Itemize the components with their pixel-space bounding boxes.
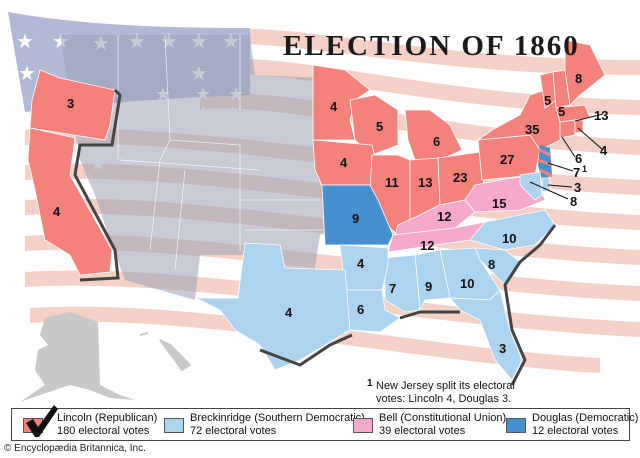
svg-text:★: ★ bbox=[228, 84, 244, 105]
breckinridge-label: Breckinridge (Southern Democratic) bbox=[190, 412, 365, 424]
new-jersey-footnote: 1 New Jersey split its electoral votes: … bbox=[367, 378, 515, 406]
territory-borders bbox=[117, 34, 335, 271]
hawaii bbox=[139, 332, 192, 372]
svg-text:27: 27 bbox=[500, 152, 514, 167]
state-connecticut bbox=[559, 119, 576, 139]
svg-text:★: ★ bbox=[225, 149, 241, 170]
svg-text:★: ★ bbox=[155, 84, 171, 105]
state-mississippi bbox=[384, 254, 421, 313]
state-maine bbox=[564, 39, 606, 106]
map-title: ELECTION OF 1860 bbox=[283, 30, 580, 62]
state-california bbox=[27, 127, 113, 276]
svg-text:★: ★ bbox=[130, 102, 146, 123]
state-florida bbox=[449, 289, 523, 381]
breckinridge-votes: 72 electoral votes bbox=[190, 425, 277, 437]
svg-text:6: 6 bbox=[433, 134, 440, 149]
svg-text:5: 5 bbox=[376, 119, 383, 134]
svg-text:★: ★ bbox=[90, 154, 106, 175]
svg-text:15: 15 bbox=[492, 196, 506, 211]
svg-text:3: 3 bbox=[574, 180, 581, 195]
east-coast-shadow bbox=[259, 224, 557, 386]
svg-text:10: 10 bbox=[502, 231, 516, 246]
legend: Lincoln (Republican) 180 electoral votes… bbox=[11, 405, 638, 441]
svg-text:12: 12 bbox=[420, 238, 434, 253]
svg-text:★: ★ bbox=[16, 29, 34, 53]
svg-text:★: ★ bbox=[18, 61, 36, 85]
svg-text:6: 6 bbox=[575, 151, 582, 166]
footnote-line-2: votes: Lincoln 4, Douglas 3. bbox=[376, 393, 512, 405]
svg-text:12: 12 bbox=[437, 209, 451, 224]
lincoln-west bbox=[27, 69, 116, 276]
svg-text:7: 7 bbox=[389, 281, 396, 296]
svg-text:★: ★ bbox=[160, 102, 176, 123]
svg-text:4: 4 bbox=[600, 143, 608, 158]
svg-text:★: ★ bbox=[200, 149, 216, 170]
svg-text:10: 10 bbox=[460, 276, 474, 291]
svg-text:★: ★ bbox=[130, 144, 146, 165]
douglas-label: Douglas (Democratic) bbox=[532, 412, 639, 424]
state-michigan bbox=[404, 109, 463, 161]
breckinridge-color-swatch bbox=[164, 418, 184, 433]
douglas-votes: 12 electoral votes bbox=[532, 425, 619, 437]
footnote-marker: 1 bbox=[367, 378, 373, 389]
bell-label: Bell (Constitutional Union) bbox=[379, 412, 507, 424]
state-maryland bbox=[519, 171, 543, 201]
svg-text:4: 4 bbox=[330, 99, 338, 114]
svg-text:4: 4 bbox=[357, 256, 365, 271]
legend-item-douglas: Douglas (Democratic) 12 electoral votes bbox=[506, 411, 638, 439]
svg-text:35: 35 bbox=[525, 122, 539, 137]
svg-text:5: 5 bbox=[558, 104, 565, 119]
svg-text:★: ★ bbox=[195, 84, 211, 105]
state-oregon bbox=[29, 69, 116, 141]
legend-item-lincoln: Lincoln (Republican) 180 electoral votes bbox=[18, 405, 173, 439]
legend-item-bell: Bell (Constitutional Union) 39 electoral… bbox=[353, 411, 507, 439]
svg-text:11: 11 bbox=[385, 175, 399, 190]
leader-lines bbox=[529, 113, 604, 200]
svg-text:13: 13 bbox=[594, 108, 608, 123]
svg-text:9: 9 bbox=[425, 279, 432, 294]
state-texas bbox=[195, 242, 351, 371]
svg-text:1: 1 bbox=[582, 164, 587, 174]
footnote-line-1: New Jersey split its electoral bbox=[376, 380, 515, 392]
lincoln-votes: 180 electoral votes bbox=[57, 425, 150, 437]
lincoln-north bbox=[312, 39, 606, 236]
svg-text:9: 9 bbox=[352, 211, 359, 226]
svg-text:4: 4 bbox=[340, 155, 348, 170]
svg-text:13: 13 bbox=[418, 175, 432, 190]
svg-text:3: 3 bbox=[67, 96, 74, 111]
copyright-notice: © Encyclopædia Britannica, Inc. bbox=[4, 443, 146, 454]
svg-text:3: 3 bbox=[499, 341, 506, 356]
state-massachusetts bbox=[555, 104, 591, 123]
lincoln-label: Lincoln (Republican) bbox=[57, 412, 158, 424]
svg-text:4: 4 bbox=[285, 305, 293, 320]
svg-text:8: 8 bbox=[570, 194, 577, 209]
svg-text:7: 7 bbox=[573, 165, 580, 180]
svg-text:8: 8 bbox=[575, 71, 582, 86]
state-wisconsin bbox=[349, 94, 399, 156]
svg-text:4: 4 bbox=[53, 204, 61, 219]
svg-text:5: 5 bbox=[544, 93, 551, 108]
svg-text:★: ★ bbox=[160, 144, 176, 165]
western-territories bbox=[60, 35, 335, 300]
douglas-color-swatch bbox=[506, 418, 526, 433]
state-new-jersey bbox=[537, 145, 553, 180]
svg-text:★: ★ bbox=[95, 184, 111, 205]
bell-votes: 39 electoral votes bbox=[379, 425, 466, 437]
winner-checkmark-icon bbox=[26, 405, 58, 437]
svg-text:★: ★ bbox=[195, 102, 211, 123]
state-vote-labels: 3 4 4 5 4 6 11 13 23 27 35 5 5 8 13 4 6 … bbox=[53, 71, 608, 356]
svg-text:★: ★ bbox=[225, 102, 241, 123]
svg-text:6: 6 bbox=[357, 302, 364, 317]
west-coast-shadow bbox=[73, 88, 122, 282]
breckinridge-states bbox=[195, 171, 556, 381]
alaska bbox=[20, 312, 135, 402]
svg-text:8: 8 bbox=[488, 257, 495, 272]
legend-item-breckinridge: Breckinridge (Southern Democratic) 72 el… bbox=[164, 411, 365, 439]
bell-color-swatch bbox=[353, 418, 373, 433]
svg-text:23: 23 bbox=[453, 170, 467, 185]
